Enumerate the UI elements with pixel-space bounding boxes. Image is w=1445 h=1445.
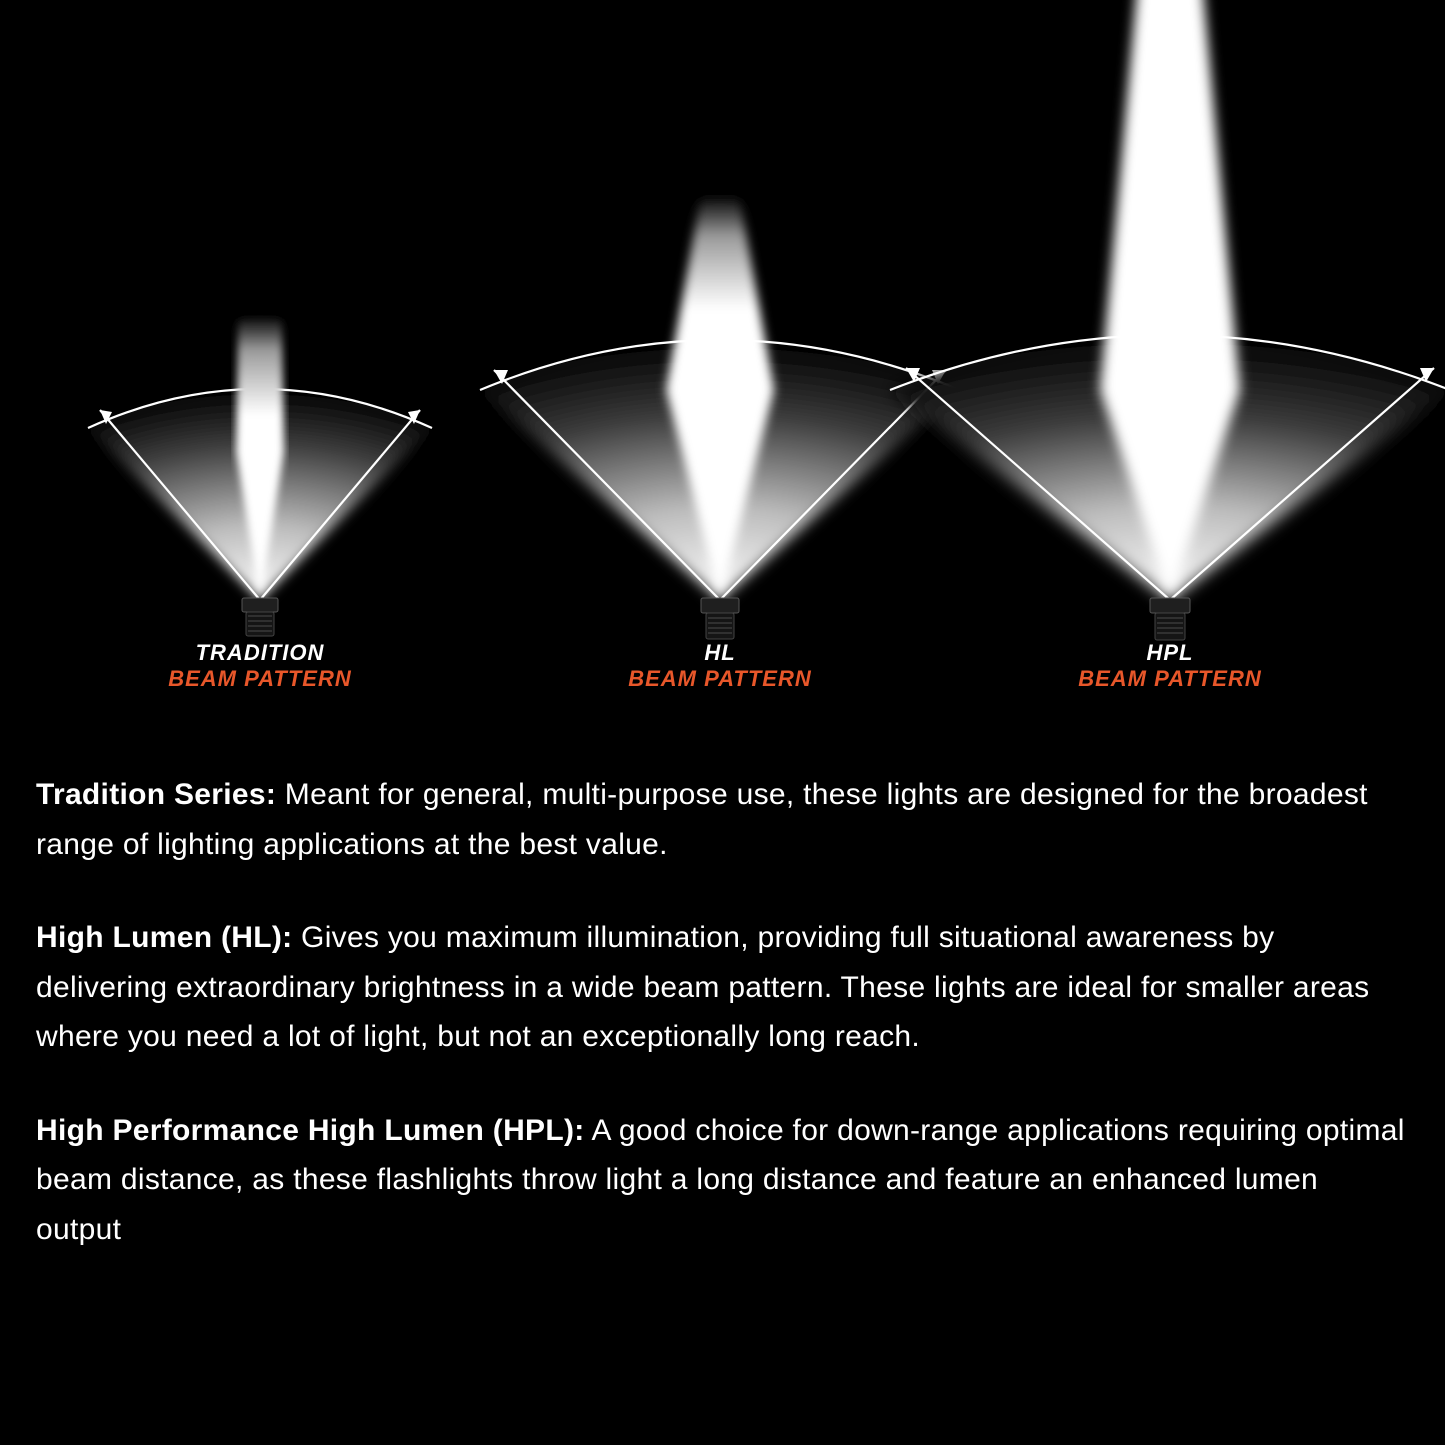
beam-tradition-label: TRADITION BEAM PATTERN [60,640,460,692]
beam-hpl-svg [880,0,1445,660]
beam-tradition-svg [60,220,460,660]
beam-hpl: HPL BEAM PATTERN [880,0,1445,692]
label-line1: TRADITION [60,640,460,666]
desc-hl: High Lumen (HL): Gives you maximum illum… [36,913,1409,1062]
desc-hpl-title: High Performance High Lumen (HPL): [36,1114,585,1147]
beam-hpl-label: HPL BEAM PATTERN [880,640,1445,692]
label-line2: BEAM PATTERN [880,666,1445,692]
desc-tradition-title: Tradition Series: [36,778,276,811]
label-line2: BEAM PATTERN [60,666,460,692]
desc-hl-title: High Lumen (HL): [36,921,292,954]
desc-tradition: Tradition Series: Meant for general, mul… [36,770,1409,869]
descriptions-block: Tradition Series: Meant for general, mul… [36,770,1409,1298]
beam-tradition: TRADITION BEAM PATTERN [60,220,460,692]
desc-hpl: High Performance High Lumen (HPL): A goo… [36,1106,1409,1255]
beam-diagrams-row: TRADITION BEAM PATTERN [0,0,1445,720]
label-line1: HPL [880,640,1445,666]
